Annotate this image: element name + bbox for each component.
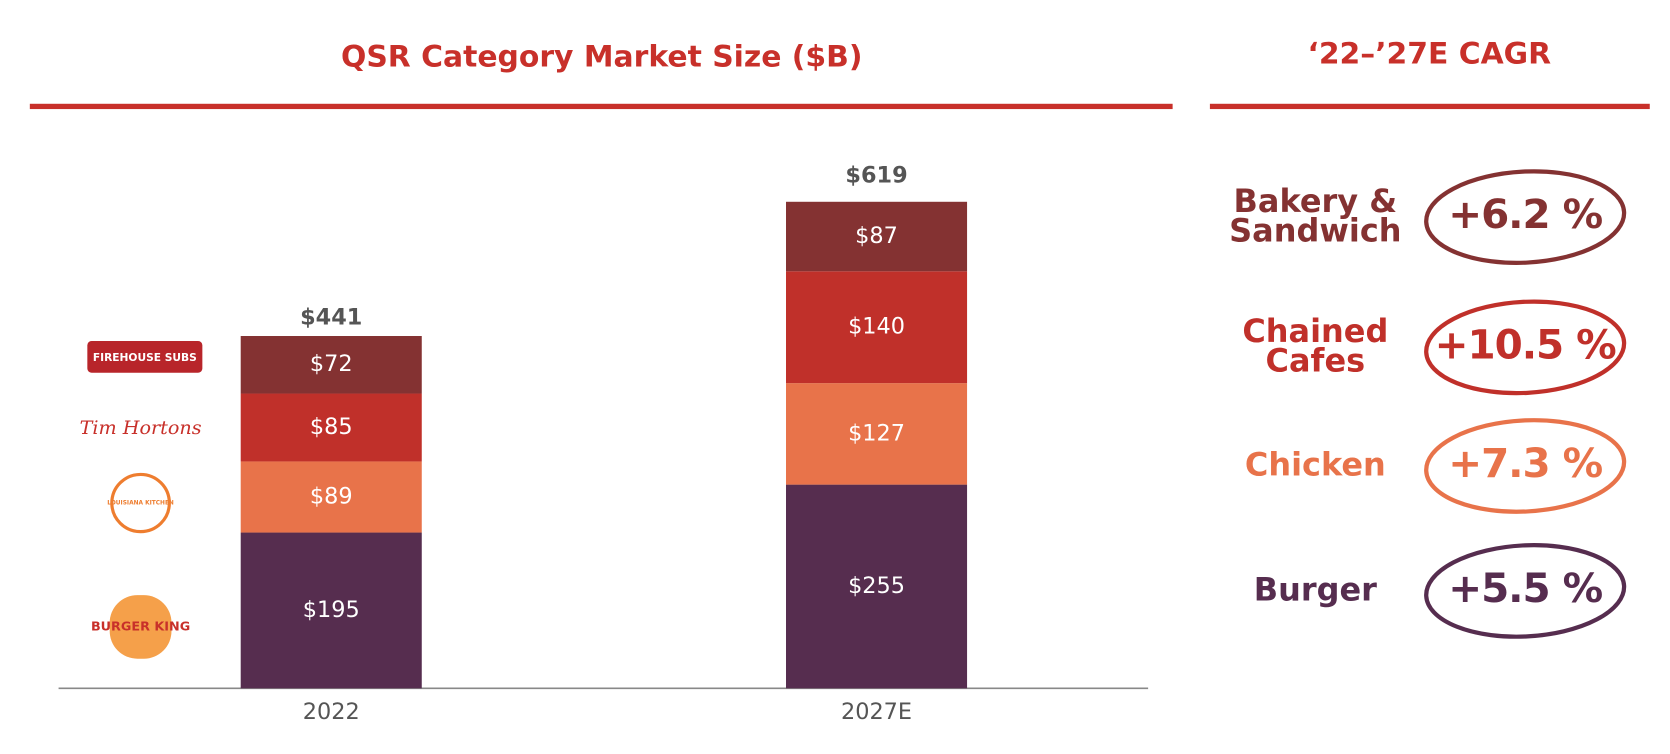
category-label-box: Bakery & Sandwich [1229, 183, 1402, 250]
total-label: $441 [300, 305, 362, 331]
segment-label: $85 [310, 414, 353, 440]
total-label: $619 [845, 162, 907, 188]
cagr-ellipse [1424, 543, 1627, 639]
category-label: Chicken [1244, 447, 1386, 485]
bar-segment [786, 201, 968, 272]
bar-segment [240, 532, 422, 689]
category-label: Bakery & Sandwich [1229, 183, 1402, 250]
title-rule [1209, 103, 1650, 110]
logo-text: BURGER KING [91, 619, 190, 634]
cagr-ellipse [1424, 169, 1627, 265]
bar-segment [786, 484, 968, 689]
logo-shape [109, 595, 172, 659]
segment-label: $87 [855, 223, 898, 249]
cagr-value: +6.2 % [1448, 191, 1602, 238]
segment-label: $89 [310, 484, 353, 510]
logo-text: FIREHOUSE SUBS [93, 351, 197, 364]
cagr-value: +5.5 % [1448, 565, 1602, 612]
logo-text: LOUISIANA KITCHEN [107, 501, 174, 507]
category-label: Chained Cafes [1242, 313, 1389, 381]
segment-label: $255 [848, 573, 905, 599]
logo-shape [87, 340, 203, 373]
cagr-ellipse [1424, 418, 1627, 514]
chart-title: QSR Category Market Size ($B) [341, 40, 863, 75]
bar-segment [786, 271, 968, 384]
cagr-value: +7.3 % [1448, 440, 1602, 487]
title-rule [29, 103, 1173, 110]
category-label-box: Chained Cafes [1242, 313, 1389, 381]
bar-segment [240, 336, 422, 394]
bar-segment [240, 461, 422, 533]
bar-segment [240, 393, 422, 462]
segment-label: $195 [303, 597, 360, 623]
segment-label: $140 [848, 314, 905, 340]
x-tick-label: 2022 [303, 699, 360, 725]
category-label-box: Chicken [1244, 447, 1386, 485]
logo-shape [110, 472, 171, 534]
category-label-box: Burger [1253, 572, 1377, 610]
bar-segment [786, 383, 968, 485]
segment-label: $127 [848, 420, 905, 446]
cagr-ellipse [1424, 299, 1627, 396]
segment-label: $72 [310, 351, 353, 377]
logo-text: Tim Hortons [80, 416, 202, 439]
cagr-value: +10.5 % [1435, 321, 1617, 368]
x-tick-label: 2027E [841, 699, 912, 725]
category-label: Burger [1253, 572, 1377, 610]
cagr-title: ‘22–’27E CAGR [1308, 37, 1552, 72]
